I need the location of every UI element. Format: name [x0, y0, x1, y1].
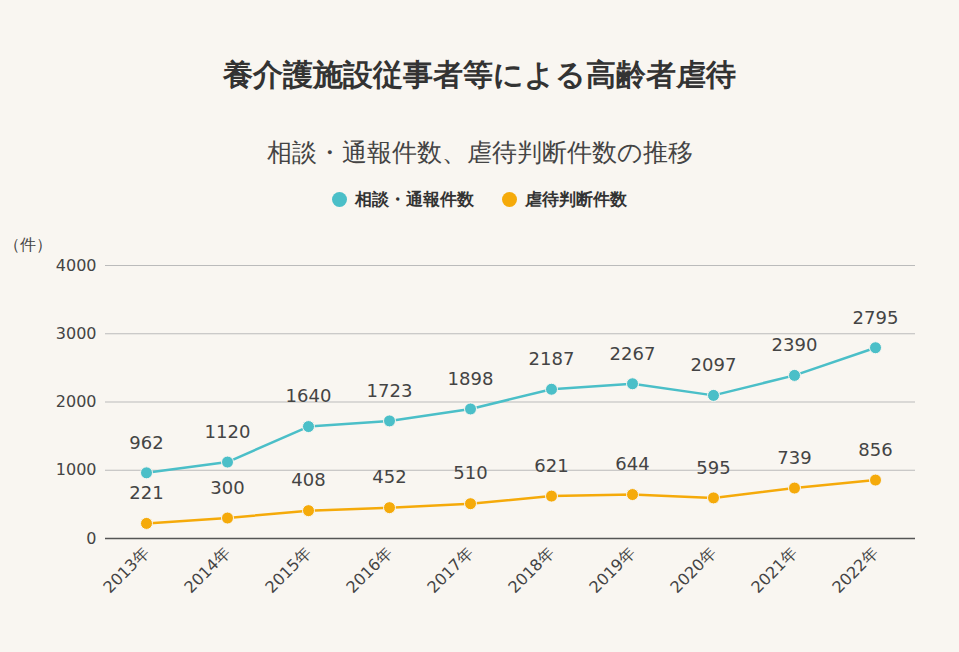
svg-text:2019年: 2019年 [585, 543, 639, 597]
svg-text:962: 962 [129, 432, 163, 453]
svg-text:4000: 4000 [56, 256, 97, 275]
html-text:虐待判断件数: 虐待判断件数 [525, 189, 627, 209]
svg-text:2016年: 2016年 [342, 543, 396, 597]
svg-text:510: 510 [453, 462, 487, 483]
svg-text:2020年: 2020年 [666, 543, 720, 597]
svg-text:2013年: 2013年 [99, 543, 153, 597]
svg-text:2390: 2390 [772, 334, 818, 355]
svg-text:1640: 1640 [286, 385, 332, 406]
html-text:相談・通報件数、虐待判断件数の推移: 相談・通報件数、虐待判断件数の推移 [266, 138, 693, 167]
svg-text:408: 408 [291, 469, 325, 490]
svg-text:595: 595 [696, 457, 730, 478]
svg-text:2022年: 2022年 [828, 543, 882, 597]
svg-text:2018年: 2018年 [504, 543, 558, 597]
svg-text:2014年: 2014年 [180, 543, 234, 597]
svg-text:221: 221 [129, 482, 163, 503]
svg-text:3000: 3000 [56, 324, 97, 343]
svg-text:2795: 2795 [853, 307, 899, 328]
svg-text:739: 739 [777, 447, 811, 468]
svg-text:300: 300 [210, 477, 244, 498]
svg-text:621: 621 [534, 455, 568, 476]
svg-text:2015年: 2015年 [261, 543, 315, 597]
svg-text:0: 0 [86, 529, 96, 548]
svg-text:2021年: 2021年 [747, 543, 801, 597]
svg-text:1000: 1000 [56, 460, 97, 479]
svg-text:1898: 1898 [448, 368, 494, 389]
svg-text:452: 452 [372, 466, 406, 487]
svg-text:644: 644 [615, 453, 649, 474]
svg-text:1120: 1120 [205, 421, 251, 442]
svg-text:2000: 2000 [56, 392, 97, 411]
html-text:養介護施設従事者等による高齢者虐待: 養介護施設従事者等による高齢者虐待 [223, 57, 736, 92]
svg-text:1723: 1723 [367, 380, 413, 401]
svg-text:856: 856 [858, 439, 892, 460]
svg-text:（件）: （件） [4, 235, 52, 254]
html-text:相談・通報件数: 相談・通報件数 [355, 189, 474, 209]
svg-text:2187: 2187 [529, 348, 575, 369]
svg-text:2267: 2267 [610, 343, 656, 364]
svg-text:2097: 2097 [691, 354, 737, 375]
svg-text:2017年: 2017年 [423, 543, 477, 597]
